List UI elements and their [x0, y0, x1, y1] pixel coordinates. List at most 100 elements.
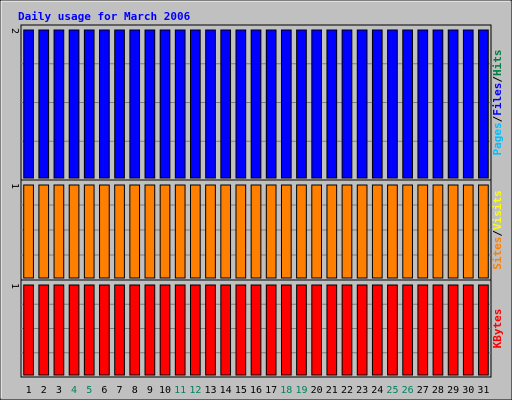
panel-side-label: KBytes [491, 309, 504, 349]
x-tick-label-day-5: 5 [86, 385, 92, 396]
bar-kbytes-day-3 [53, 284, 65, 376]
bar-hits-day-15 [235, 29, 247, 179]
bar-sites-day-26 [402, 184, 413, 279]
bar-kbytes-day-24 [371, 284, 383, 376]
bar-sites-day-19 [296, 184, 307, 279]
x-tick-label-day-17: 17 [265, 385, 277, 396]
bar-hits-day-17 [265, 29, 277, 179]
x-tick-label-day-6: 6 [101, 385, 107, 396]
x-tick-label-day-15: 15 [235, 385, 247, 396]
x-tick-label-day-12: 12 [189, 385, 201, 396]
bar-hits-day-29 [447, 29, 459, 179]
bar-kbytes-day-16 [250, 284, 262, 376]
bar-hits-day-12 [190, 29, 201, 179]
x-tick-label-day-27: 27 [417, 385, 429, 396]
bar-hits-day-6 [99, 29, 110, 179]
bar-kbytes-day-25 [387, 284, 398, 376]
bar-kbytes-day-20 [311, 284, 322, 376]
bar-hits-day-22 [341, 29, 353, 179]
bar-hits-day-20 [311, 29, 322, 179]
bar-hits-day-7 [114, 29, 125, 179]
x-tick-label-day-16: 16 [250, 385, 262, 396]
bar-sites-day-21 [326, 184, 338, 279]
bar-kbytes-day-10 [159, 284, 171, 376]
bar-sites-day-18 [280, 184, 292, 279]
y-axis-max-label: 1 [9, 283, 20, 289]
side-label-part: Hits [491, 50, 504, 77]
bar-sites-day-5 [83, 184, 95, 279]
bar-kbytes-day-23 [356, 284, 368, 376]
bar-kbytes-day-11 [174, 284, 186, 376]
x-tick-label-day-23: 23 [356, 385, 368, 396]
bar-sites-day-16 [250, 184, 262, 279]
x-tick-label-day-29: 29 [447, 385, 459, 396]
y-axis-max-label: 1 [9, 183, 20, 189]
side-label-part: Pages [491, 122, 504, 155]
x-tick-label-day-22: 22 [341, 385, 353, 396]
side-label-part: Files [491, 83, 504, 116]
bar-kbytes-day-14 [220, 284, 232, 376]
panel-1: 2 Pages/Files/Hits [9, 24, 504, 181]
bar-hits-day-8 [129, 29, 141, 179]
bar-kbytes-day-17 [265, 284, 277, 376]
bar-kbytes-day-1 [23, 284, 34, 376]
bar-hits-day-21 [326, 29, 338, 179]
side-label-part: / [491, 230, 504, 237]
bar-sites-day-13 [205, 184, 216, 279]
bar-sites-day-23 [356, 184, 368, 279]
bar-hits-day-19 [296, 29, 307, 179]
bar-hits-day-3 [53, 29, 65, 179]
bar-kbytes-day-8 [129, 284, 141, 376]
x-tick-label-day-20: 20 [311, 385, 323, 396]
bar-sites-day-7 [114, 184, 125, 279]
x-tick-label-day-11: 11 [174, 385, 186, 396]
x-tick-label-day-7: 7 [117, 385, 123, 396]
side-label-part: KBytes [491, 309, 504, 349]
bar-hits-day-11 [174, 29, 186, 179]
panel-2: 1 Sites/Visits [9, 179, 504, 281]
bar-kbytes-day-7 [114, 284, 125, 376]
bar-hits-day-9 [144, 29, 156, 179]
side-label-part: Sites [491, 237, 504, 270]
panel-side-label: Sites/Visits [491, 190, 504, 270]
bar-sites-day-1 [23, 184, 34, 279]
bar-kbytes-day-27 [417, 284, 429, 376]
bar-hits-day-27 [417, 29, 429, 179]
bar-sites-day-30 [462, 184, 474, 279]
bar-sites-day-12 [190, 184, 201, 279]
chart-title: Daily usage for March 2006 [18, 10, 191, 23]
bar-hits-day-14 [220, 29, 232, 179]
x-tick-label-day-9: 9 [147, 385, 153, 396]
bar-sites-day-20 [311, 184, 322, 279]
x-tick-label-day-4: 4 [71, 385, 77, 396]
bar-hits-day-16 [250, 29, 262, 179]
bar-kbytes-day-18 [280, 284, 292, 376]
y-axis-max-label: 2 [9, 28, 20, 34]
x-tick-label-day-30: 30 [462, 385, 474, 396]
x-tick-label-day-31: 31 [477, 385, 489, 396]
panel-side-label: Pages/Files/Hits [491, 50, 504, 156]
bar-sites-day-8 [129, 184, 141, 279]
bar-sites-day-4 [68, 184, 80, 279]
bar-hits-day-4 [68, 29, 80, 179]
bar-sites-day-11 [174, 184, 186, 279]
x-tick-label-day-18: 18 [280, 385, 292, 396]
bar-hits-day-23 [356, 29, 368, 179]
bar-kbytes-day-5 [83, 284, 95, 376]
bar-kbytes-day-6 [99, 284, 110, 376]
bar-hits-day-5 [83, 29, 95, 179]
bar-sites-day-6 [99, 184, 110, 279]
x-tick-label-day-2: 2 [41, 385, 47, 396]
bar-sites-day-25 [387, 184, 398, 279]
x-tick-label-day-19: 19 [295, 385, 307, 396]
bar-sites-day-2 [38, 184, 50, 279]
bar-sites-day-15 [235, 184, 247, 279]
bar-kbytes-day-2 [38, 284, 50, 376]
bar-sites-day-3 [53, 184, 65, 279]
x-tick-label-day-1: 1 [26, 385, 32, 396]
x-tick-label-day-28: 28 [432, 385, 444, 396]
bar-kbytes-day-12 [190, 284, 201, 376]
x-tick-label-day-14: 14 [220, 385, 232, 396]
bar-hits-day-26 [402, 29, 413, 179]
